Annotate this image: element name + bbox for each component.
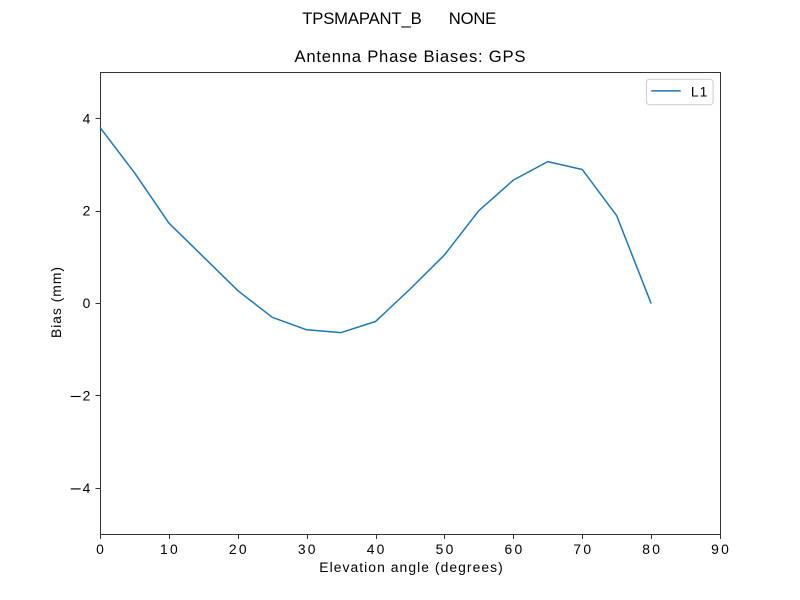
svg-text:20: 20 [229, 541, 247, 557]
svg-text:30: 30 [298, 541, 316, 557]
svg-text:2: 2 [83, 388, 91, 404]
svg-text:4: 4 [83, 480, 91, 496]
svg-text:Elevation angle (degrees): Elevation angle (degrees) [319, 559, 503, 575]
svg-text:Bias (mm): Bias (mm) [48, 267, 64, 338]
svg-text:80: 80 [642, 541, 660, 557]
svg-text:10: 10 [160, 541, 178, 557]
svg-text:0: 0 [96, 541, 104, 557]
svg-text:60: 60 [504, 541, 522, 557]
svg-text:4: 4 [83, 110, 91, 126]
svg-text:90: 90 [711, 541, 729, 557]
svg-text:NONE: NONE [449, 9, 497, 28]
svg-text:2: 2 [83, 203, 91, 219]
svg-text:40: 40 [367, 541, 385, 557]
svg-text:TPSMAPANT_B: TPSMAPANT_B [302, 9, 422, 28]
svg-text:Antenna Phase Biases: GPS: Antenna Phase Biases: GPS [295, 47, 526, 66]
svg-text:0: 0 [83, 295, 91, 311]
svg-text:50: 50 [436, 541, 454, 557]
svg-text:L1: L1 [691, 83, 708, 99]
svg-text:70: 70 [573, 541, 591, 557]
